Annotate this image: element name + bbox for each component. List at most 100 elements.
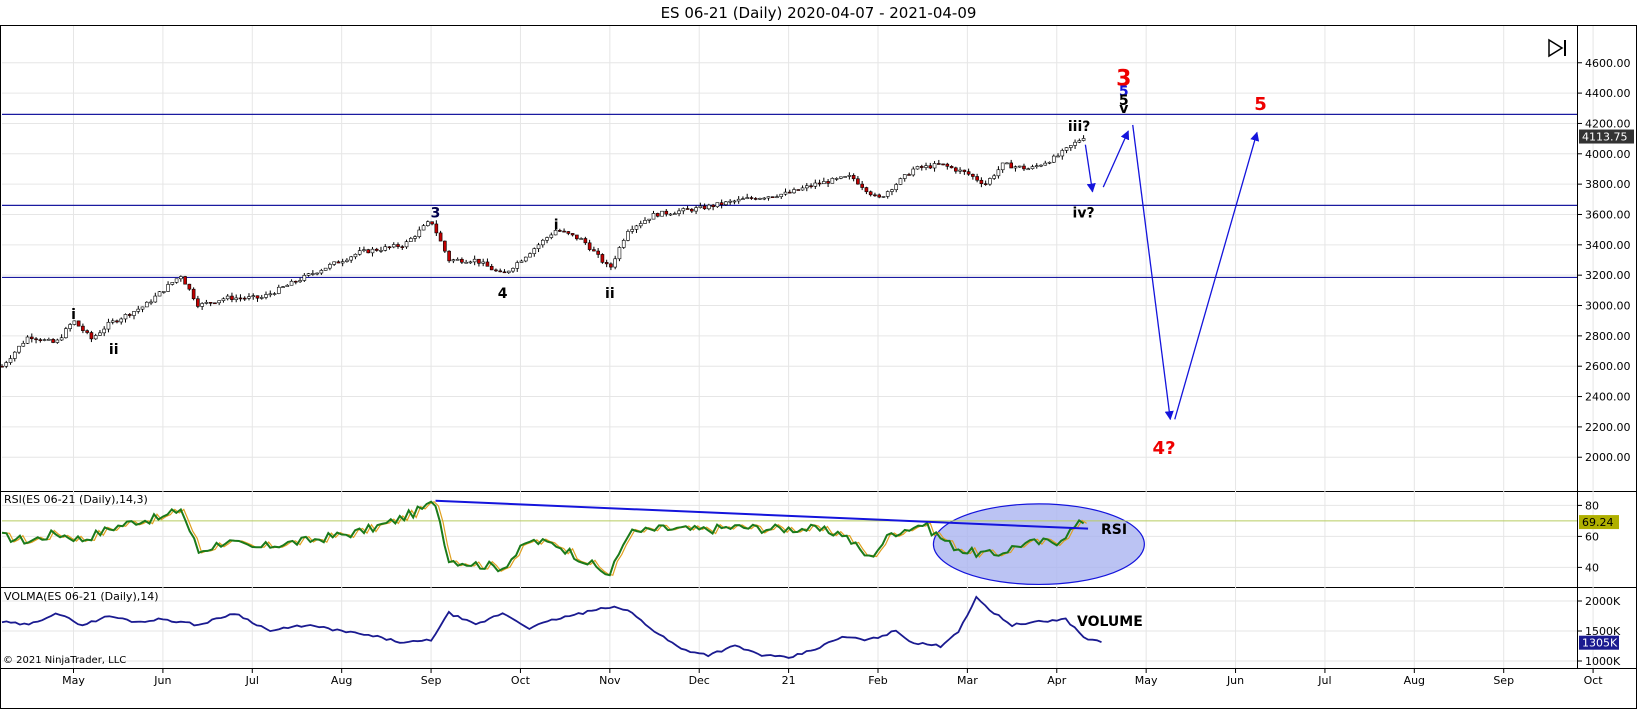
- candle-body: [834, 178, 839, 180]
- skip-to-end-icon[interactable]: [1547, 36, 1573, 60]
- candle-body: [1081, 138, 1086, 141]
- x-tick-label: Apr: [1047, 674, 1067, 687]
- candle-body: [847, 175, 852, 177]
- candle-body: [919, 166, 924, 168]
- candle-body: [140, 306, 145, 310]
- candle-body: [396, 244, 400, 247]
- candle-body: [64, 328, 68, 339]
- candle-body: [196, 298, 200, 307]
- candle-body: [502, 271, 507, 274]
- candle-body: [617, 247, 622, 260]
- candle-body: [357, 250, 362, 255]
- candle-body: [98, 332, 102, 336]
- candle-body: [285, 284, 290, 287]
- candle-body: [1077, 140, 1082, 143]
- candle-body: [724, 201, 728, 205]
- candle-body: [234, 297, 239, 300]
- candle-body: [1073, 141, 1077, 146]
- candle-body: [1056, 155, 1060, 158]
- x-tick-label: May: [62, 674, 85, 687]
- candle-body: [983, 183, 988, 185]
- wave-label: ii: [605, 286, 615, 302]
- candle-body: [907, 174, 911, 176]
- candle-body: [132, 311, 136, 316]
- x-tick-label: Jul: [245, 674, 259, 687]
- candle-body: [621, 240, 626, 248]
- price-tick-label: 2800.00: [1585, 330, 1631, 343]
- candle-body: [830, 178, 835, 184]
- x-tick-label: Jun: [153, 674, 171, 687]
- candle-body: [719, 202, 724, 205]
- candle-body: [592, 249, 596, 252]
- candle-body: [826, 181, 830, 184]
- candle-body: [975, 176, 979, 181]
- x-tick-label: Sep: [421, 674, 442, 687]
- candle-body: [928, 165, 933, 169]
- candle-body: [596, 250, 600, 255]
- candle-body: [762, 197, 767, 200]
- candle-body: [604, 262, 609, 265]
- candle-body: [400, 246, 405, 248]
- candle-body: [702, 205, 707, 210]
- candle-body: [391, 244, 396, 248]
- candle-body: [1051, 155, 1056, 163]
- volume-tick-label: 1500K: [1585, 625, 1621, 638]
- candle-body: [498, 270, 503, 273]
- candle-body: [1039, 164, 1043, 167]
- x-tick-label: Mar: [957, 674, 978, 687]
- candle-body: [311, 273, 315, 275]
- candle-body: [749, 197, 754, 199]
- candle-body: [38, 339, 43, 341]
- candle-body: [698, 205, 703, 208]
- candle-body: [937, 163, 941, 165]
- candle-body: [868, 191, 873, 196]
- candle-body: [417, 229, 422, 237]
- candle-body: [387, 246, 392, 249]
- candle-body: [298, 280, 302, 283]
- candle-body: [660, 210, 664, 217]
- candle-body: [966, 171, 971, 175]
- candle-body: [843, 176, 847, 178]
- volume-label: VOLUME: [1077, 614, 1143, 630]
- candle-body: [941, 163, 945, 166]
- candle-body: [30, 336, 34, 340]
- candle-body: [902, 174, 907, 179]
- candle-body: [711, 204, 715, 208]
- candle-body: [1009, 162, 1013, 169]
- candle-body: [915, 166, 920, 170]
- candle-body: [494, 269, 498, 272]
- candle-body: [575, 234, 579, 240]
- candle-body: [583, 238, 588, 244]
- volma-line: [1, 595, 1102, 659]
- rsi-signal-line: [4, 500, 1087, 576]
- x-tick-label: Aug: [331, 674, 352, 687]
- candle-body: [817, 182, 822, 185]
- volume-tick-label: 2000K: [1585, 595, 1621, 608]
- candle-body: [958, 169, 962, 172]
- candle-body: [315, 272, 319, 275]
- candle-body: [685, 208, 690, 210]
- volma-last-value: 1305K: [1582, 637, 1618, 650]
- candle-body: [562, 230, 566, 233]
- candle-body: [707, 204, 711, 210]
- candle-body: [549, 234, 554, 238]
- candle-body: [638, 223, 643, 227]
- candle-body: [366, 249, 371, 254]
- rsi-label: RSI: [1101, 522, 1127, 538]
- candle-body: [885, 191, 890, 197]
- candle-body: [281, 286, 285, 288]
- candle-body: [21, 343, 26, 347]
- candle-body: [426, 221, 430, 226]
- x-tick-label: Jun: [1226, 674, 1244, 687]
- candle-body: [477, 258, 481, 264]
- candle-body: [25, 336, 30, 344]
- price-tick-label: 4600.00: [1585, 57, 1631, 70]
- candle-body: [647, 218, 652, 221]
- candle-body: [93, 335, 98, 340]
- x-tick-label: May: [1135, 674, 1158, 687]
- wave-label: v: [1119, 101, 1128, 117]
- candle-body: [728, 200, 732, 203]
- candle-body: [259, 297, 264, 299]
- candle-body: [106, 321, 111, 330]
- candle-body: [340, 261, 345, 264]
